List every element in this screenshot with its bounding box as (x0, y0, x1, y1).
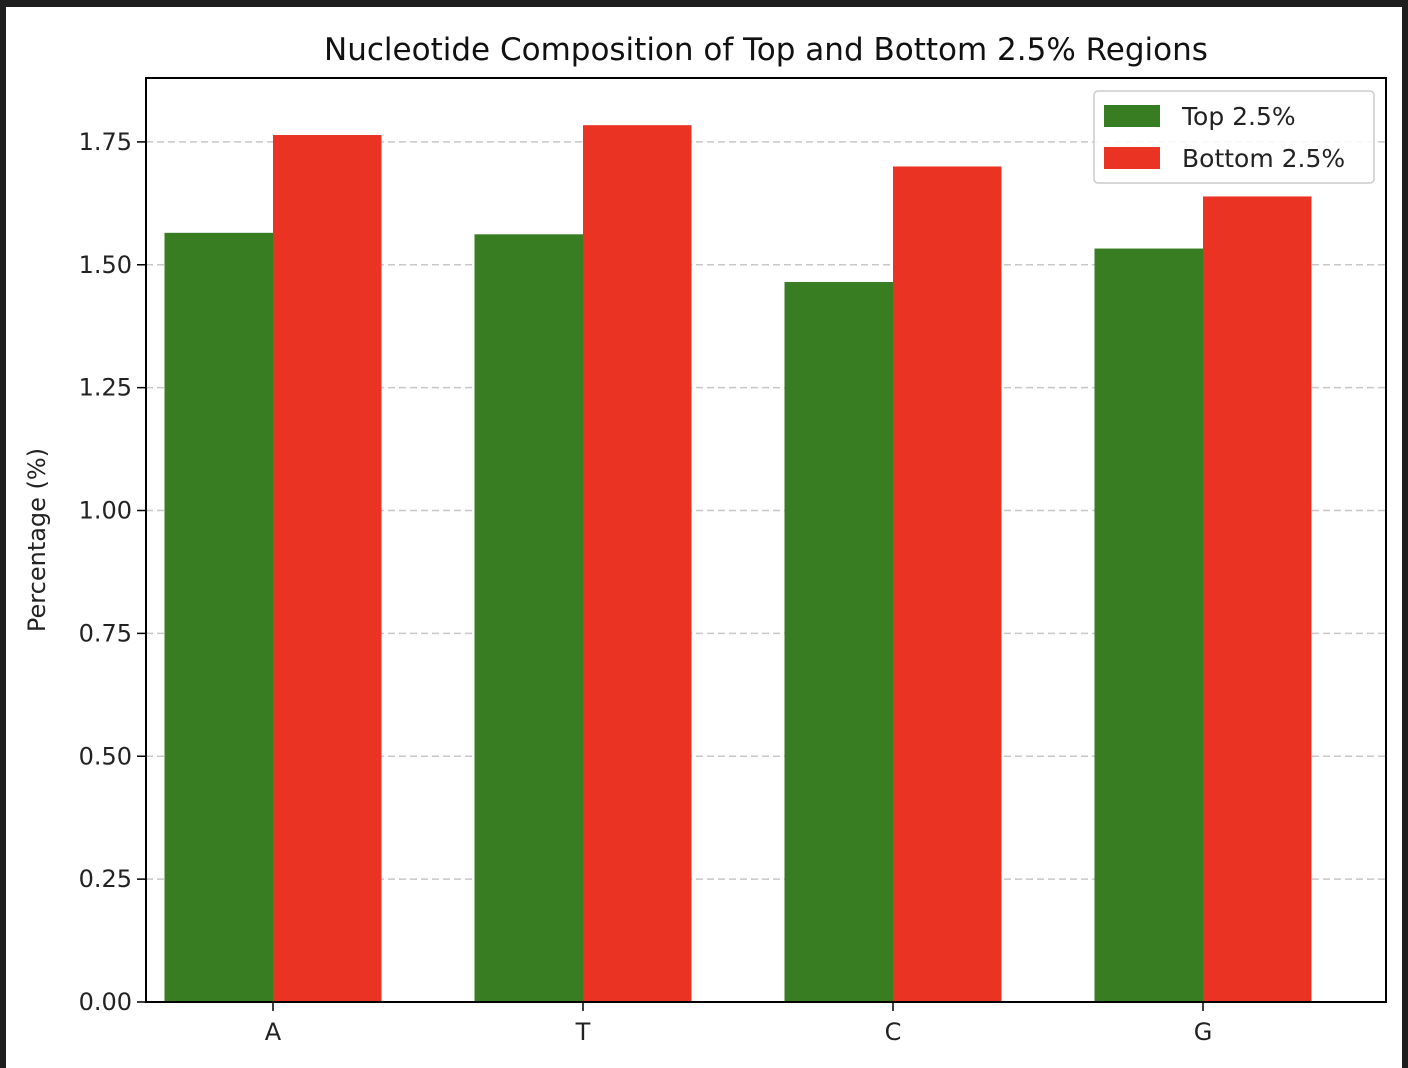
legend-box (1093, 90, 1375, 184)
plot-area-frame (145, 77, 1387, 1003)
bar-t-bottom (583, 125, 692, 1002)
gridlines (146, 141, 1386, 880)
legend-label: Top 2.5% (1181, 102, 1296, 131)
bar-c-bottom (893, 166, 1002, 1002)
legend-label: Bottom 2.5% (1182, 144, 1345, 173)
y-tick-label: 0.75 (79, 619, 132, 647)
bar-g-top (1094, 248, 1203, 1002)
y-tick-label: 1.25 (79, 374, 132, 402)
bar-a-top (164, 232, 273, 1002)
x-tick-label: C (885, 1018, 902, 1046)
bar-g-bottom (1203, 196, 1312, 1003)
y-axis-ticks: 0.00 0.25 0.50 0.75 1.00 1.25 1.50 1.75 (79, 128, 146, 1016)
legend-swatch (1104, 105, 1160, 127)
y-axis-title: Percentage (%) (23, 448, 51, 632)
x-tick-label: T (575, 1018, 591, 1046)
y-tick-label: 1.00 (79, 497, 132, 525)
y-tick-label: 1.75 (79, 128, 132, 156)
x-tick-label: A (265, 1018, 282, 1046)
figure-canvas: Nucleotide Composition of Top and Bottom… (6, 7, 1402, 1068)
y-tick-label: 0.00 (79, 988, 132, 1016)
y-tick-label: 0.25 (79, 865, 132, 893)
y-tick-label: 0.50 (79, 742, 132, 770)
legend-swatch (1104, 147, 1160, 169)
bar-chart: Nucleotide Composition of Top and Bottom… (23, 32, 1387, 1046)
bars (164, 125, 1312, 1003)
chart-title: Nucleotide Composition of Top and Bottom… (324, 32, 1208, 68)
legend: Top 2.5% Bottom 2.5% (1093, 90, 1375, 184)
bar-t-top (474, 234, 583, 1003)
bar-a-bottom (273, 135, 382, 1003)
x-tick-label: G (1194, 1018, 1213, 1046)
bar-c-top (784, 281, 893, 1002)
y-tick-label: 1.50 (79, 251, 132, 279)
